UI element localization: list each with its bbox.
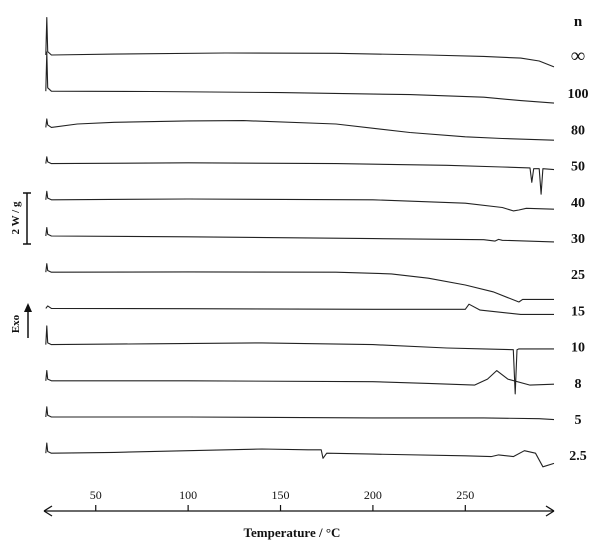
dsc-trace <box>45 406 555 421</box>
series-label: 30 <box>571 232 585 247</box>
series-labels: ∞ 100 80 50 40 30 25 15 10 8 5 2.5 <box>568 45 589 464</box>
x-tick-label: 150 <box>272 488 290 502</box>
dsc-trace <box>45 156 555 195</box>
dsc-traces <box>45 17 555 468</box>
series-label: 25 <box>571 268 585 283</box>
scale-bar-label: 2 W / g <box>10 201 22 234</box>
series-label: 15 <box>571 304 585 319</box>
exo-label: Exo <box>10 314 22 333</box>
dsc-trace <box>45 263 554 303</box>
series-label: 5 <box>575 413 582 428</box>
series-label: 100 <box>568 87 589 102</box>
x-tick-label: 50 <box>90 488 102 502</box>
series-label: 80 <box>571 123 585 138</box>
dsc-trace <box>45 370 555 386</box>
x-tick-label: 100 <box>179 488 197 502</box>
x-tick-label: 250 <box>456 488 474 502</box>
x-axis-arrow-right <box>545 505 555 517</box>
dsc-trace <box>45 190 555 212</box>
series-label: 2.5 <box>569 449 587 464</box>
x-axis-arrow-left <box>43 505 53 517</box>
x-axis-label: Temperature / °C <box>244 525 341 540</box>
dsc-trace <box>45 17 555 68</box>
x-axis: 50 100 150 200 250 <box>43 488 555 517</box>
dsc-trace <box>45 442 555 468</box>
dsc-trace <box>45 303 554 315</box>
series-label: ∞ <box>571 45 585 67</box>
dsc-trace <box>45 226 555 243</box>
dsc-trace <box>45 51 555 104</box>
dsc-trace <box>45 325 554 395</box>
series-label: 50 <box>571 160 585 175</box>
x-tick-label: 200 <box>364 488 382 502</box>
exo-indicator: Exo <box>10 303 32 338</box>
legend-header: n <box>574 14 583 30</box>
series-label: 40 <box>571 196 585 211</box>
series-label: 10 <box>571 341 585 356</box>
dsc-trace <box>45 118 555 141</box>
series-label: 8 <box>575 377 582 392</box>
scale-bar: 2 W / g <box>10 192 31 245</box>
